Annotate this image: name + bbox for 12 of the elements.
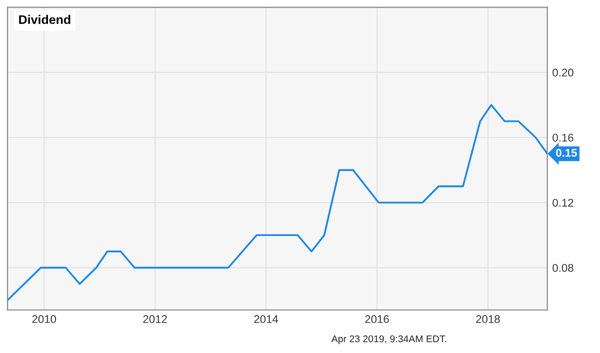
x-tick-label: 2016: [365, 315, 389, 324]
y-tick-label: 0.12: [552, 198, 574, 207]
x-tick-label: 2010: [32, 315, 56, 324]
text: Apr 23 2019, 9:34AM EDT.: [331, 335, 446, 344]
y-tick-label: 0.16: [552, 134, 574, 142]
x-tick-label: 2018: [476, 315, 500, 324]
chart-title: Dividend: [19, 14, 70, 24]
x-tick-label: 2012: [143, 315, 167, 324]
annotation: 0.15: [556, 148, 577, 157]
y-tick-label: 0.20: [552, 68, 574, 77]
x-tick-label: 2014: [254, 315, 278, 324]
y-tick-label: 0.08: [552, 264, 574, 272]
